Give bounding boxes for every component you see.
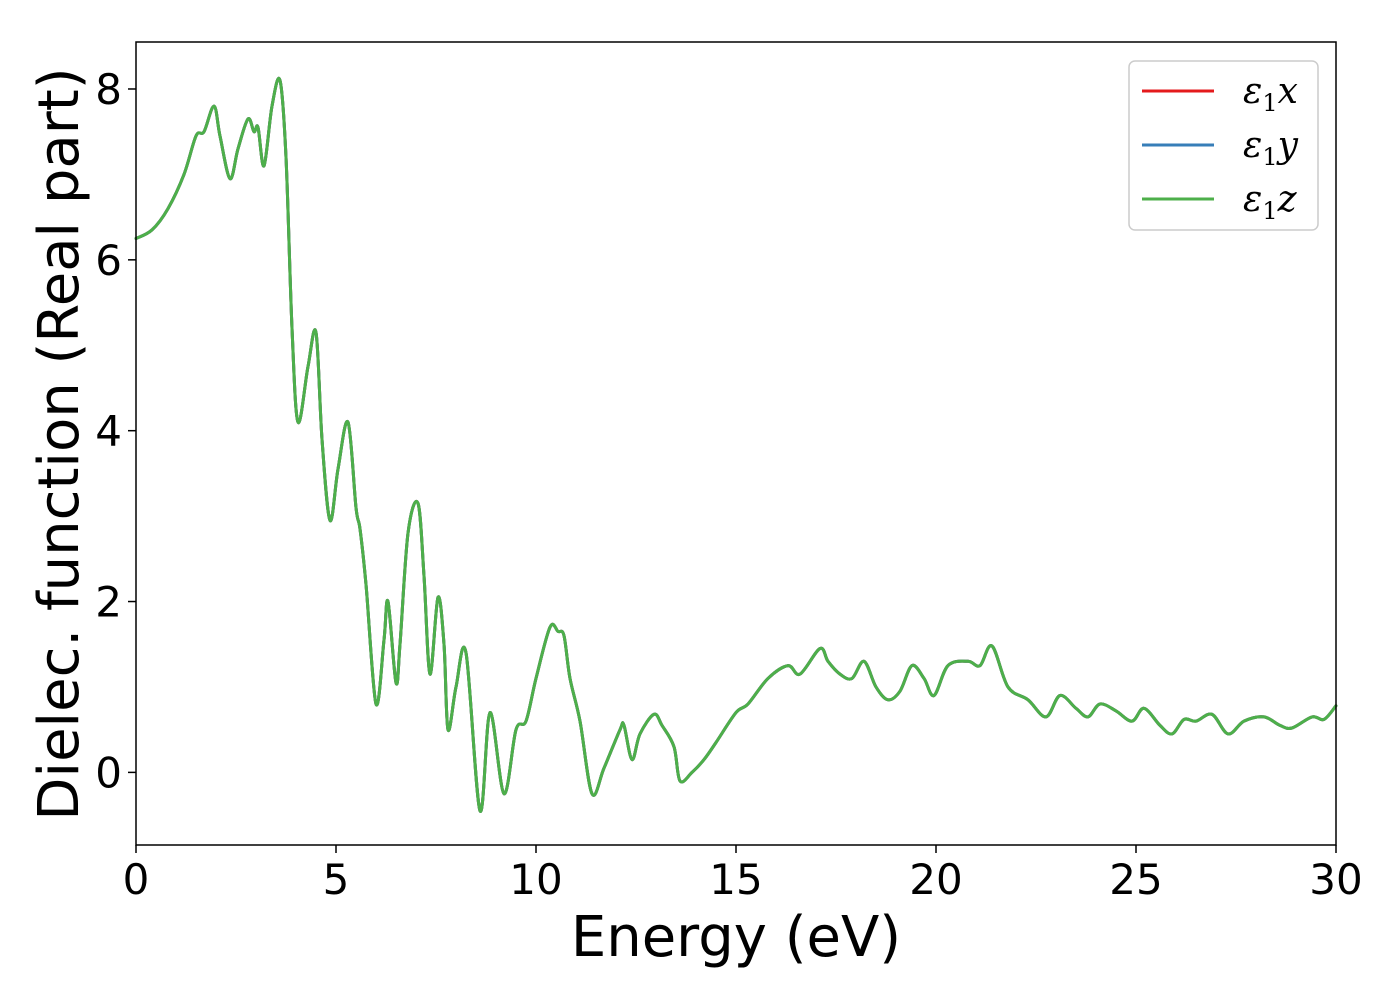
- x-tick-label: 25: [1109, 855, 1162, 904]
- legend-label: ε1y: [1243, 125, 1299, 171]
- series-line-ε1z: [134, 76, 1338, 813]
- y-tick-label: 6: [95, 236, 122, 285]
- legend: ε1x ε1y ε1z: [1128, 60, 1319, 231]
- x-tick-label: 20: [909, 855, 962, 904]
- x-axis-label: Energy (eV): [571, 905, 901, 970]
- legend-box: [1128, 60, 1319, 231]
- x-tick-label: 10: [509, 855, 562, 904]
- series-layer: [134, 76, 1338, 813]
- y-tick-label: 4: [95, 407, 122, 456]
- x-tick-label: 15: [709, 855, 762, 904]
- x-tick-label: 5: [323, 855, 350, 904]
- y-tick-label: 8: [95, 65, 122, 114]
- x-axis: 0 5 10 15 20 25 30: [123, 845, 1363, 904]
- x-tick-label: 30: [1309, 855, 1362, 904]
- y-axis-label: Dielec. function (Real part): [27, 67, 92, 820]
- y-axis: 0 2 4 6 8: [95, 65, 136, 797]
- legend-label: ε1x: [1243, 71, 1298, 117]
- legend-label: ε1z: [1243, 179, 1298, 225]
- y-tick-label: 2: [95, 578, 122, 627]
- y-tick-label: 0: [95, 748, 122, 797]
- x-tick-label: 0: [123, 855, 150, 904]
